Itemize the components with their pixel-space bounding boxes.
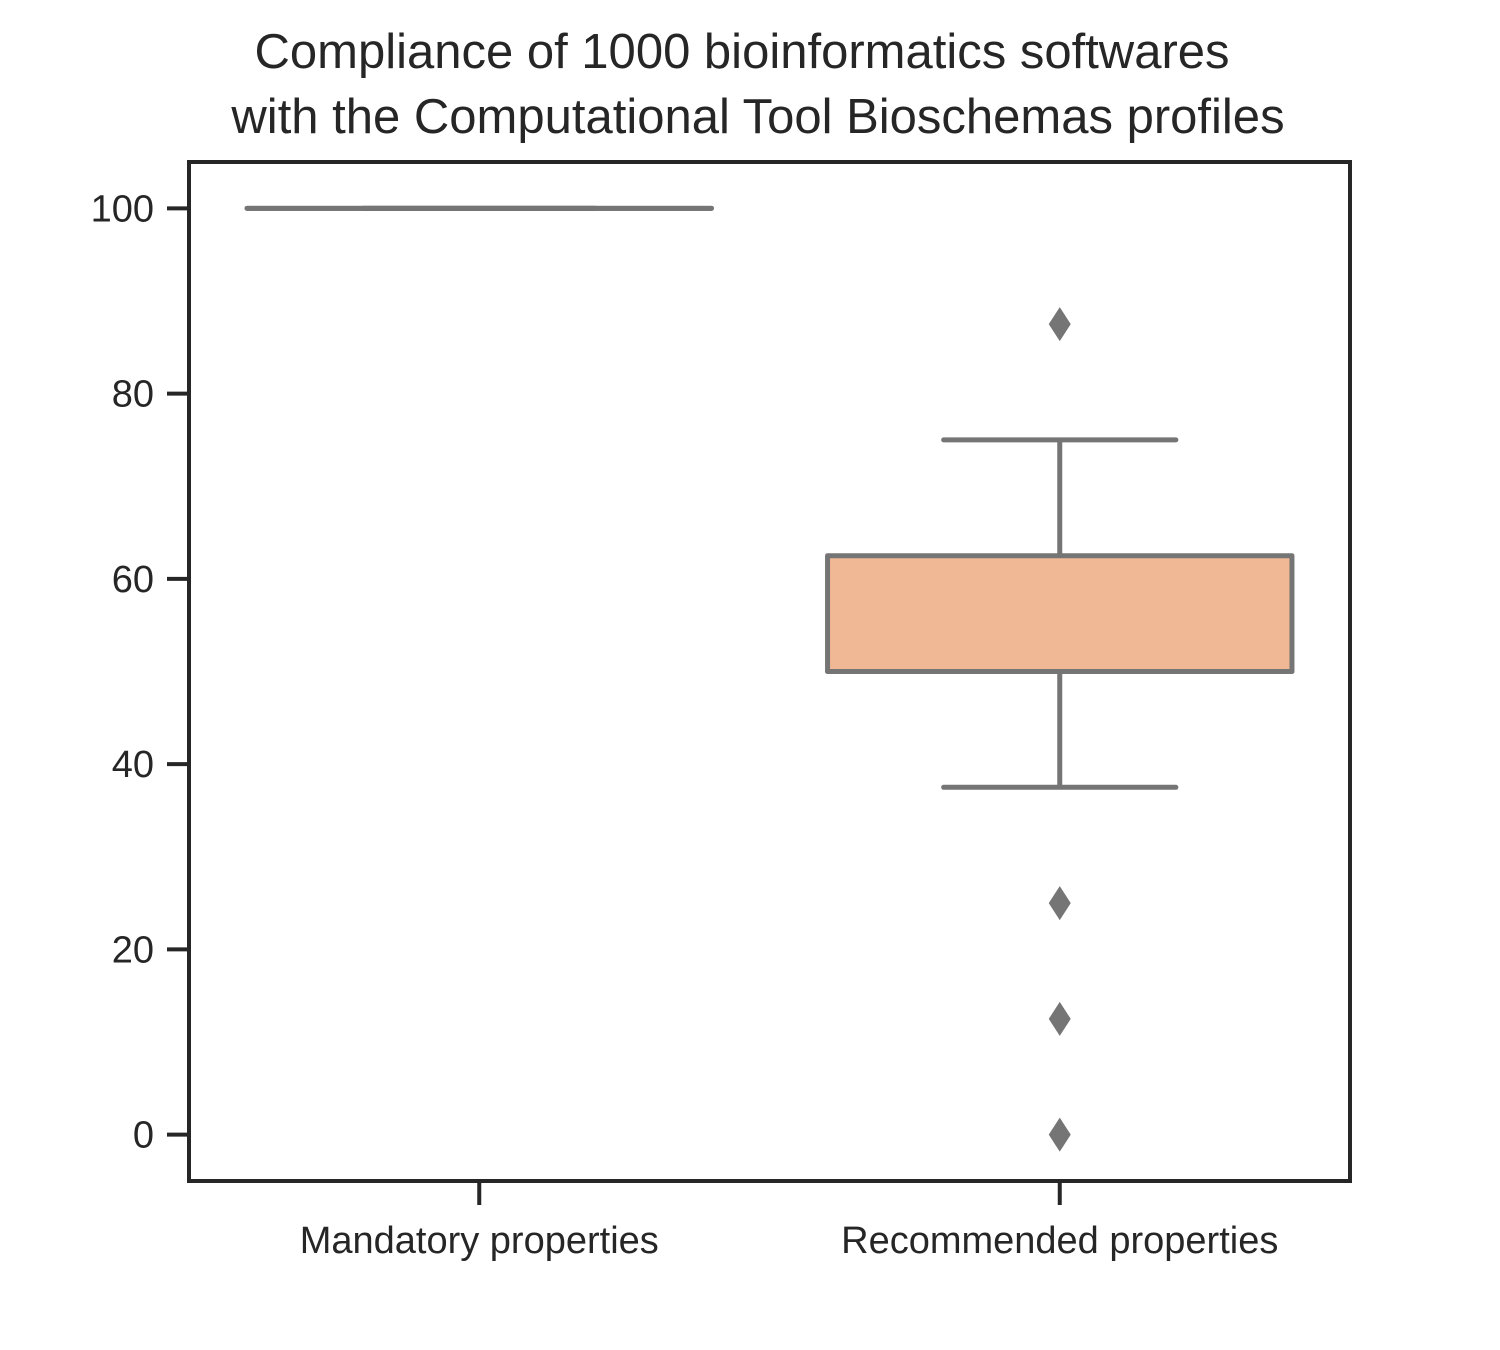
x-tick-label: Recommended properties bbox=[841, 1220, 1278, 1262]
y-tick-label: 20 bbox=[112, 929, 154, 971]
box-group-2 bbox=[825, 307, 1295, 1152]
chart-title: Compliance of 1000 bioinformatics softwa… bbox=[230, 25, 1284, 144]
y-tick-label: 100 bbox=[91, 188, 154, 230]
outlier-point bbox=[1048, 1117, 1071, 1152]
x-tick-label: Mandatory properties bbox=[300, 1220, 659, 1262]
outlier-point bbox=[1048, 1001, 1071, 1036]
y-tick-label: 40 bbox=[112, 744, 154, 786]
y-tick-label: 0 bbox=[133, 1115, 154, 1157]
y-tick-label: 60 bbox=[112, 559, 154, 601]
box-iqr bbox=[825, 553, 1295, 674]
axes-layer: 0 20 40 60 80 100 Mandatory properties Recommen… bbox=[91, 160, 1352, 1262]
boxes-layer bbox=[244, 205, 1295, 1152]
chart-title-line-2: with the Computational Tool Bioschemas p… bbox=[230, 90, 1284, 144]
outlier-point bbox=[1048, 886, 1071, 921]
chart-title-line-1: Compliance of 1000 bioinformatics softwa… bbox=[254, 25, 1229, 79]
plot-frame bbox=[187, 160, 1352, 1183]
y-tick-label: 80 bbox=[112, 374, 154, 416]
outlier-point bbox=[1048, 307, 1071, 342]
